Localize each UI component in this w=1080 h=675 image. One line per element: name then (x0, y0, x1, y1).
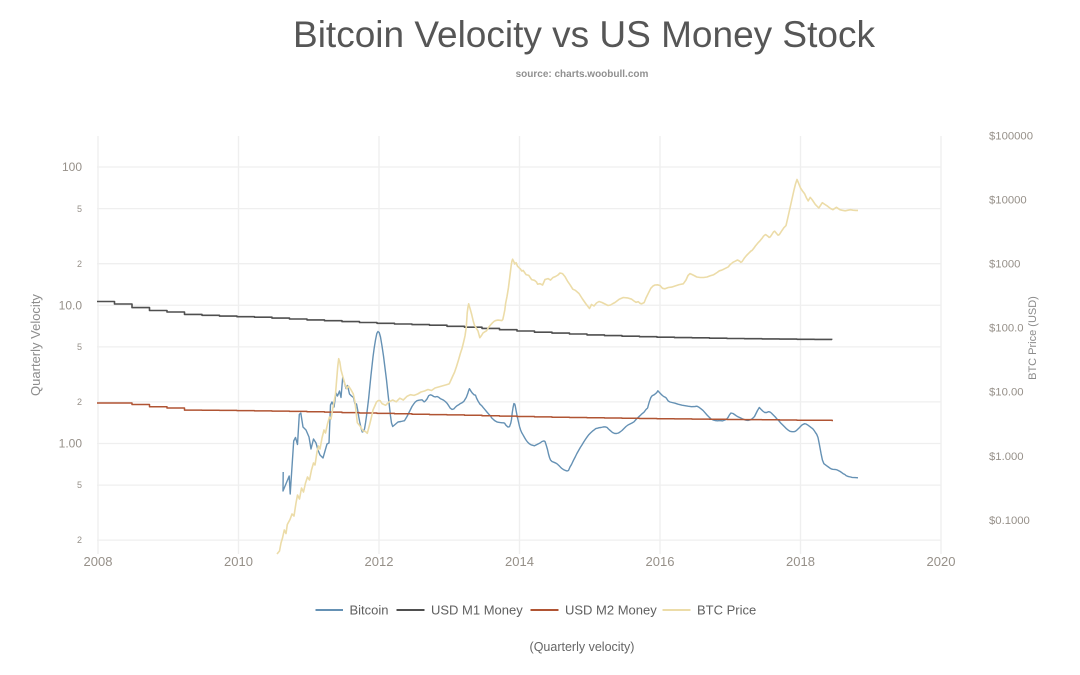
svg-text:$1000: $1000 (989, 259, 1020, 271)
svg-text:5: 5 (77, 480, 82, 490)
svg-text:2008: 2008 (84, 554, 113, 569)
svg-text:$10.00: $10.00 (989, 387, 1024, 399)
svg-text:(Quarterly velocity): (Quarterly velocity) (530, 640, 635, 654)
svg-text:$100000: $100000 (989, 131, 1033, 143)
svg-text:BTC Price: BTC Price (697, 603, 756, 618)
svg-text:10.0: 10.0 (59, 298, 83, 312)
svg-text:2018: 2018 (786, 554, 815, 569)
svg-text:1.00: 1.00 (59, 437, 83, 451)
svg-text:2: 2 (77, 259, 82, 269)
svg-text:2010: 2010 (224, 554, 253, 569)
svg-text:BTC Price (USD): BTC Price (USD) (1027, 296, 1039, 380)
svg-text:2016: 2016 (646, 554, 675, 569)
svg-text:2: 2 (77, 535, 82, 545)
svg-text:5: 5 (77, 204, 82, 214)
svg-text:$10000: $10000 (989, 195, 1027, 207)
svg-text:Quarterly Velocity: Quarterly Velocity (28, 294, 43, 396)
svg-text:2012: 2012 (365, 554, 394, 569)
svg-text:2014: 2014 (505, 554, 534, 569)
svg-text:100: 100 (62, 160, 82, 174)
svg-text:$100.0: $100.0 (989, 323, 1024, 335)
svg-text:5: 5 (77, 342, 82, 352)
svg-text:Bitcoin: Bitcoin (350, 603, 389, 618)
svg-text:Bitcoin Velocity vs US Money S: Bitcoin Velocity vs US Money Stock (293, 14, 875, 55)
svg-text:2020: 2020 (927, 554, 956, 569)
svg-text:USD M2 Money: USD M2 Money (565, 603, 657, 618)
svg-text:2: 2 (77, 397, 82, 407)
svg-text:$0.1000: $0.1000 (989, 515, 1030, 527)
svg-text:$1.000: $1.000 (989, 451, 1024, 463)
svg-text:source: charts.woobull.com: source: charts.woobull.com (516, 69, 649, 80)
svg-text:USD M1 Money: USD M1 Money (431, 603, 523, 618)
